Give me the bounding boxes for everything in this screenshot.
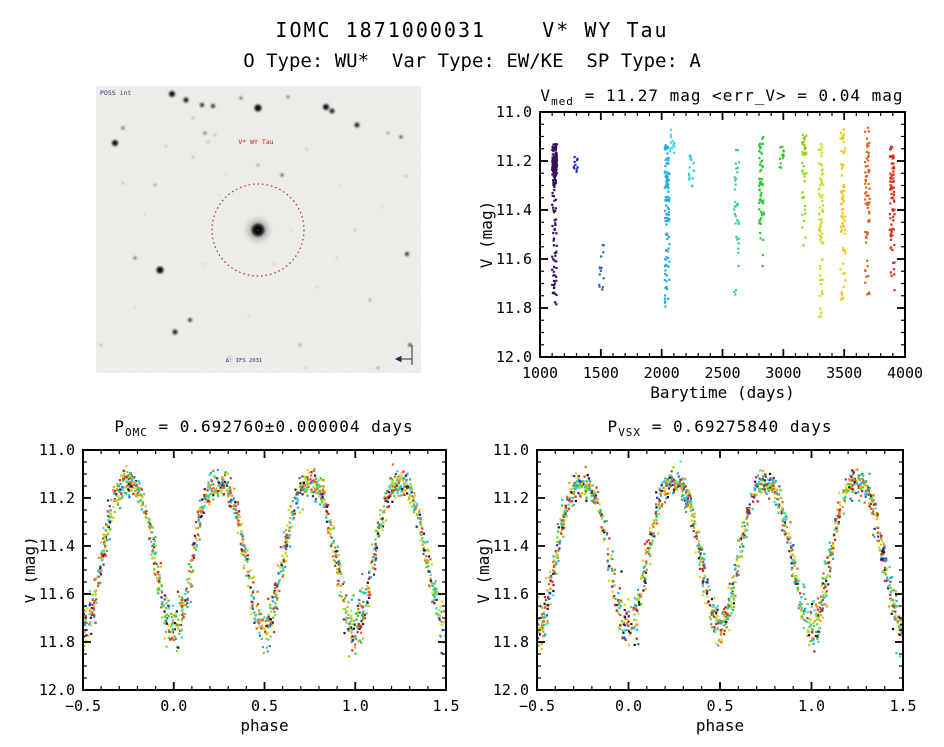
time-ylabel: V (mag) [477,201,496,268]
svg-text:11.8: 11.8 [39,633,75,651]
pomc-tick-labels: −0.5 0.0 0.5 1.0 1.5 11.0 11.2 11.4 11.6 11.8 12.0… [25,441,460,735]
svg-text:2000: 2000 [644,364,680,382]
time-title-prefix: V [540,86,552,105]
pvsx-axes [536,449,904,691]
finder-chart-image: V* WY Tau POSS int Δ: IFS 2031 [96,86,421,373]
pvsx-title-rest: = 0.69275840 days [641,417,833,436]
svg-text:1500: 1500 [583,364,619,382]
svg-text:12.0: 12.0 [493,681,529,699]
time-axes [539,111,906,358]
pvsx-data-points [536,460,904,658]
finder-footer-label: Δ: IFS 2031 [226,358,262,364]
svg-text:2500: 2500 [704,364,740,382]
pomc-title-rest: = 0.692760±0.000004 days [147,417,414,436]
svg-text:11.6: 11.6 [39,585,75,603]
pomc-axes [82,449,447,691]
pomc-plot-title: POMC = 0.692760±0.000004 days [54,417,474,439]
target-label: V* WY Tau [238,138,273,146]
time-plot-title: Vmed = 11.27 mag <err_V> = 0.04 mag [512,86,932,108]
page-subtitle: O Type: WU* Var Type: EW/KE SP Type: A [243,50,701,72]
svg-text:11.2: 11.2 [496,152,532,170]
pomc-data-points [82,463,448,658]
time-tick-labels: 1000 1500 2000 2500 3000 3500 4000 11.0 11.2 11.4… [477,103,923,402]
svg-text:−0.5: −0.5 [65,697,101,715]
svg-text:11.2: 11.2 [39,489,75,507]
phase-plot-vsx: −0.5 0.0 0.5 1.0 1.5 11.0 11.2 11.4 11.6 11.8 12.0… [475,441,917,735]
pvsx-title-subscript: VSX [618,426,642,440]
target-marker-circle [211,183,305,277]
svg-text:11.8: 11.8 [496,299,532,317]
svg-text:0.0: 0.0 [160,697,187,715]
svg-text:1.5: 1.5 [889,697,916,715]
svg-text:11.4: 11.4 [493,537,529,555]
time-series-plot: 1000 1500 2000 2500 3000 3500 4000 11.0 11.2 11.4… [477,103,923,402]
time-xlabel: Barytime (days) [650,383,795,402]
pomc-title-subscript: OMC [124,426,148,440]
svg-text:11.4: 11.4 [39,537,75,555]
svg-text:11.6: 11.6 [496,250,532,268]
svg-text:12.0: 12.0 [39,681,75,699]
phase-plot-omc: −0.5 0.0 0.5 1.0 1.5 11.0 11.2 11.4 11.6 11.8 12.0… [25,441,460,735]
star-field [100,91,412,370]
svg-text:11.0: 11.0 [493,441,529,459]
svg-text:11.6: 11.6 [493,585,529,603]
time-title-rest: = 11.27 mag <err_V> = 0.04 mag [573,86,904,105]
svg-text:4000: 4000 [887,364,923,382]
svg-text:12.0: 12.0 [496,348,532,366]
svg-text:3000: 3000 [765,364,801,382]
pvsx-tick-labels: −0.5 0.0 0.5 1.0 1.5 11.0 11.2 11.4 11.6 11.8 12.0… [475,441,917,735]
svg-text:11.0: 11.0 [496,103,532,121]
svg-text:1.0: 1.0 [342,697,369,715]
svg-text:11.2: 11.2 [493,489,529,507]
svg-text:0.5: 0.5 [706,697,733,715]
svg-text:11.4: 11.4 [496,201,532,219]
survey-label: POSS int [100,89,131,97]
compass-icon [394,345,413,365]
time-title-subscript: med [551,95,574,109]
pvsx-ylabel: V (mag) [475,536,493,603]
svg-text:3500: 3500 [826,364,862,382]
pvsx-title-prefix: P [607,417,619,436]
svg-text:11.8: 11.8 [493,633,529,651]
pomc-title-prefix: P [114,417,125,436]
svg-text:1.0: 1.0 [798,697,825,715]
svg-text:0.5: 0.5 [251,697,278,715]
svg-text:−0.5: −0.5 [519,697,555,715]
svg-text:11.0: 11.0 [39,441,75,459]
svg-text:1.5: 1.5 [432,697,459,715]
svg-text:0.0: 0.0 [615,697,642,715]
time-data-points [551,126,896,318]
pomc-xlabel: phase [240,716,288,735]
pvsx-xlabel: phase [696,716,744,735]
svg-text:1000: 1000 [522,364,558,382]
page-title: IOMC 1871000031 V* WY Tau [275,18,669,42]
pvsx-plot-title: PVSX = 0.69275840 days [510,417,930,439]
pomc-ylabel: V (mag) [25,536,39,603]
target-star [247,219,269,241]
